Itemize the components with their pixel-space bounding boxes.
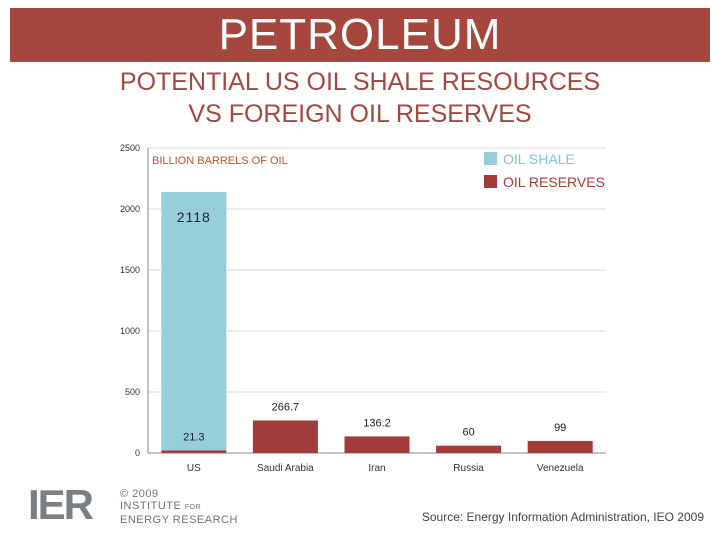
x-tick-label: Russia	[453, 463, 484, 474]
y-tick-label: 0	[135, 448, 140, 458]
y-tick-label: 1000	[120, 326, 140, 336]
ier-logo: IER	[28, 481, 94, 528]
bar-oil-reserves	[436, 445, 502, 453]
unit-label: BILLION BARRELS OF OIL	[152, 155, 288, 167]
x-tick-label: US	[187, 463, 201, 474]
org-line1: INSTITUTE	[120, 500, 182, 512]
copyright: © 2009	[120, 488, 159, 500]
source-note: Source: Energy Information Administratio…	[421, 510, 704, 524]
chart-title-line1: POTENTIAL US OIL SHALE RESOURCES	[119, 68, 601, 96]
y-tick-label: 500	[125, 387, 140, 397]
data-label-oil-reserves: 60	[462, 427, 474, 439]
x-tick-label: Venezuela	[537, 463, 584, 474]
data-label-oil-reserves: 21.3	[183, 431, 204, 443]
bar-oil-reserves	[252, 420, 318, 453]
y-tick-label: 1500	[120, 265, 140, 275]
legend-label-oil-reserves: OIL RESERVES	[503, 174, 605, 190]
legend-swatch-oil-reserves	[484, 175, 497, 188]
bar-oil-reserves	[344, 436, 410, 453]
bar-oil-reserves	[161, 450, 227, 453]
bar-oil-shale	[161, 192, 227, 451]
bar-oil-reserves	[527, 440, 593, 453]
x-tick-label: Saudi Arabia	[257, 463, 314, 474]
legend-swatch-oil-shale	[484, 152, 497, 165]
data-label-oil-shale: 2118	[177, 209, 211, 225]
banner-title: PETROLEUM	[10, 8, 710, 62]
chart-title-line2: VS FOREIGN OIL RESERVES	[188, 100, 532, 128]
x-tick-label: Iran	[368, 463, 385, 474]
y-tick-label: 2000	[120, 204, 140, 214]
org-line2: ENERGY RESEARCH	[120, 514, 238, 526]
y-tick-label: 2500	[120, 143, 140, 153]
data-label-oil-reserves: 266.7	[272, 401, 300, 413]
data-label-oil-reserves: 136.2	[363, 417, 391, 429]
data-label-oil-reserves: 99	[554, 422, 566, 434]
logo-text: © 2009 INSTITUTE FOR ENERGY RESEARCH	[120, 488, 238, 526]
legend-label-oil-shale: OIL SHALE	[503, 151, 575, 167]
org-for: FOR	[184, 504, 202, 511]
